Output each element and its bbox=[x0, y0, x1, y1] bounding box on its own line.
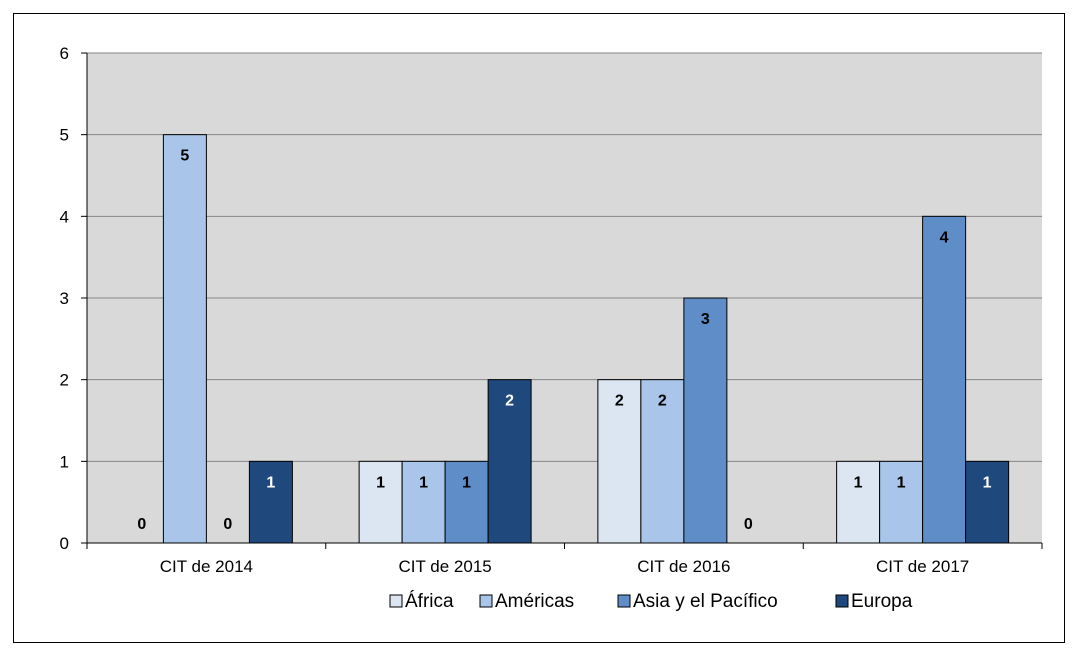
y-tick-label: 3 bbox=[60, 289, 69, 308]
data-label: 2 bbox=[658, 393, 667, 410]
y-tick-label: 0 bbox=[60, 534, 69, 553]
bar bbox=[683, 297, 728, 544]
legend-label: África bbox=[405, 591, 454, 612]
x-category-label: CIT de 2016 bbox=[637, 557, 730, 576]
legend-label: Europa bbox=[851, 591, 913, 612]
data-label: 1 bbox=[419, 474, 428, 491]
data-label: 2 bbox=[615, 393, 624, 410]
data-label: 0 bbox=[223, 516, 232, 533]
data-label: 0 bbox=[744, 516, 753, 533]
data-label: 2 bbox=[505, 393, 514, 410]
legend-label: Asia y el Pacífico bbox=[633, 591, 778, 612]
x-category-label: CIT de 2015 bbox=[398, 557, 491, 576]
legend-swatch bbox=[389, 594, 403, 608]
bar bbox=[597, 379, 642, 544]
legend-label: Américas bbox=[495, 591, 574, 612]
bar bbox=[836, 460, 881, 544]
data-label: 1 bbox=[266, 474, 275, 491]
y-tick-label: 5 bbox=[60, 126, 69, 145]
data-label: 1 bbox=[462, 474, 471, 491]
legend: África Américas Asia y el Pacífico Europa bbox=[389, 591, 913, 612]
plot-area: 0 1 2 3 4 5 6 0 5 0 1 CIT de 2014 1 1 1 2 CIT de 2015 2 2 3… bbox=[60, 44, 1043, 576]
bar bbox=[922, 215, 967, 544]
bar bbox=[965, 460, 1010, 544]
data-label: 0 bbox=[137, 516, 146, 533]
data-label: 3 bbox=[701, 311, 710, 328]
bar bbox=[879, 460, 924, 544]
y-tick-label: 2 bbox=[60, 371, 69, 390]
y-tick-label: 1 bbox=[60, 452, 69, 471]
data-label: 1 bbox=[897, 474, 906, 491]
bar bbox=[162, 134, 207, 544]
legend-swatch bbox=[479, 594, 493, 608]
data-label: 4 bbox=[940, 229, 949, 246]
data-label: 1 bbox=[983, 474, 992, 491]
legend-swatch bbox=[835, 594, 849, 608]
data-label: 1 bbox=[854, 474, 863, 491]
y-tick-label: 6 bbox=[60, 44, 69, 63]
bar bbox=[444, 460, 489, 544]
legend-swatch bbox=[617, 594, 631, 608]
x-category-label: CIT de 2017 bbox=[876, 557, 969, 576]
data-label: 1 bbox=[376, 474, 385, 491]
data-label: 5 bbox=[180, 148, 189, 165]
x-category-label: CIT de 2014 bbox=[160, 557, 253, 576]
y-tick-label: 4 bbox=[60, 207, 69, 226]
bar bbox=[487, 379, 532, 544]
